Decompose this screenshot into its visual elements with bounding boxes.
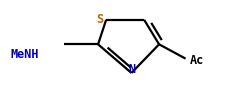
Text: N: N [128,63,135,76]
Text: Ac: Ac [190,54,204,67]
Text: S: S [97,13,104,26]
Text: MeNH: MeNH [10,48,39,61]
